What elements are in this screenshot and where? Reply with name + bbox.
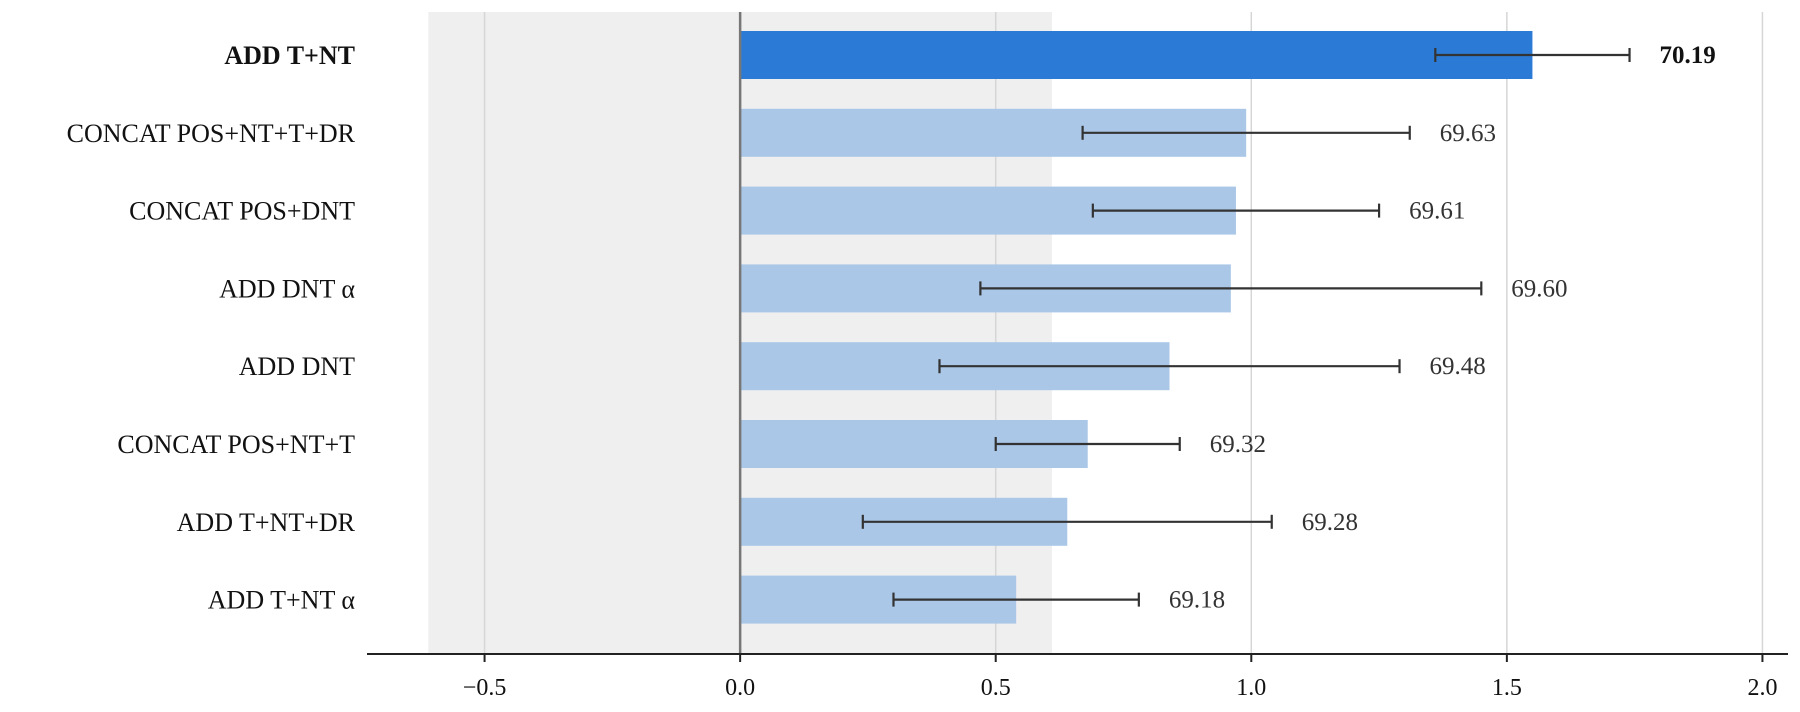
x-tick-label: 1.0 [1236, 675, 1266, 701]
category-label: ADD T+NT α [208, 586, 356, 615]
x-tick-label: 2.0 [1747, 675, 1777, 701]
value-label: 69.60 [1511, 275, 1567, 302]
category-label: ADD DNT [239, 352, 355, 381]
error-bar-layer [861, 48, 1631, 607]
value-label: 70.19 [1660, 42, 1716, 69]
category-label: ADD T+NT [224, 41, 355, 70]
x-tick-label: 0.0 [725, 675, 755, 701]
value-label: 69.61 [1409, 198, 1465, 225]
value-label: 69.28 [1302, 509, 1358, 536]
value-label: 69.63 [1440, 120, 1496, 147]
x-axis: −0.5 0.0 0.5 1.0 1.5 2.0 [367, 653, 1788, 701]
category-label: CONCAT POS+DNT [129, 197, 355, 226]
value-label: 69.18 [1169, 587, 1225, 614]
label-layer: ADD T+NT 70.19 CONCAT POS+NT+T+DR 69.63 CONC… [67, 41, 1716, 615]
bar [740, 31, 1533, 79]
category-label: CONCAT POS+NT+T [117, 430, 355, 459]
x-tick-label: −0.5 [463, 675, 507, 701]
category-label: ADD T+NT+DR [177, 508, 356, 537]
category-label: CONCAT POS+NT+T+DR [67, 119, 356, 148]
category-label: ADD DNT α [219, 274, 355, 303]
value-label: 69.48 [1430, 353, 1486, 380]
x-tick-label: 0.5 [981, 675, 1011, 701]
value-label: 69.32 [1210, 431, 1266, 458]
x-tick-label: 1.5 [1492, 675, 1522, 701]
